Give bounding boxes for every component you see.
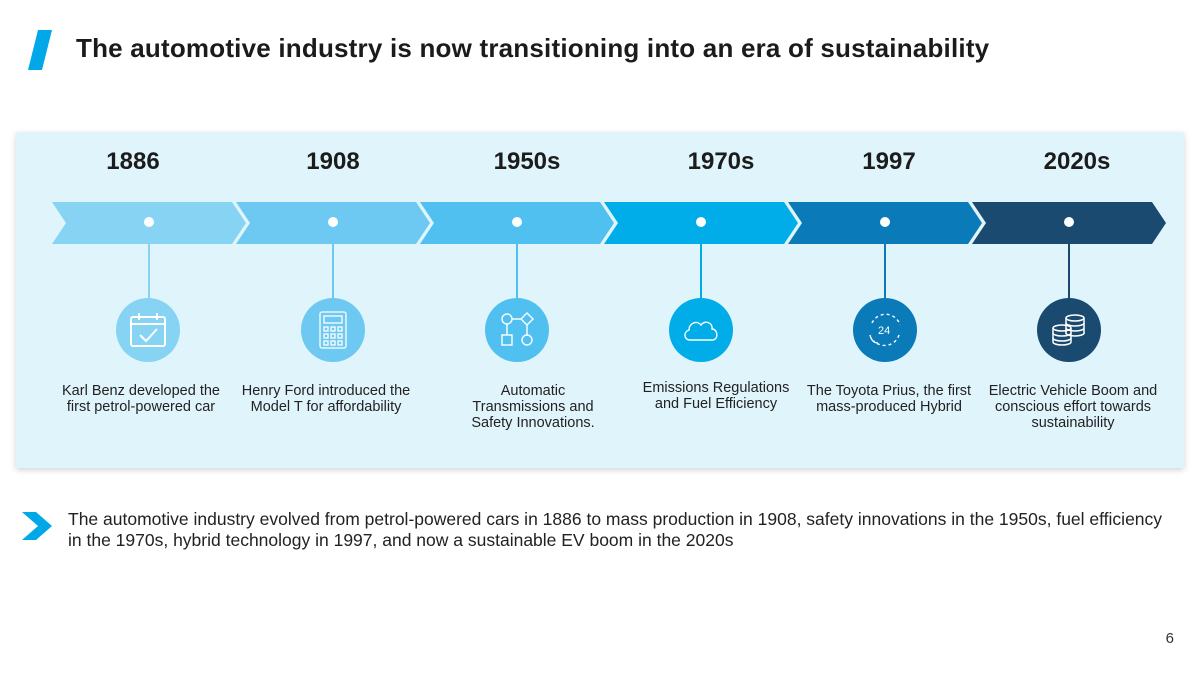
connector-line [700, 242, 702, 302]
year-label: 1950s [493, 148, 561, 175]
connector-line [1068, 242, 1070, 302]
timeline-dot [144, 217, 154, 227]
milestone-description: Electric Vehicle Boom and conscious effo… [988, 383, 1158, 431]
milestone-description: Henry Ford introduced the Model T for af… [241, 383, 411, 415]
coin-stack-icon [1037, 298, 1101, 362]
year-label: 1997 [862, 148, 916, 175]
timeline-dot [512, 217, 522, 227]
connector-line [884, 242, 886, 302]
milestone-description: The Toyota Prius, the first mass-produce… [806, 383, 972, 415]
title-accent-slash [28, 30, 52, 70]
svg-text:24: 24 [878, 325, 890, 337]
calculator-icon [301, 298, 365, 362]
year-label: 1908 [306, 148, 360, 175]
24-hour-support-icon: 24 [853, 298, 917, 362]
page-number: 6 [1165, 630, 1174, 647]
cloud-icon [669, 298, 733, 362]
page-title: The automotive industry is now transitio… [76, 33, 990, 63]
year-label: 1970s [687, 148, 755, 175]
connector-line [332, 242, 334, 302]
timeline-dot [1064, 217, 1074, 227]
milestone-description: Karl Benz developed the first petrol-pow… [62, 383, 220, 415]
flowchart-icon [485, 298, 549, 362]
connector-line [148, 242, 150, 302]
chevron-right-icon [22, 512, 52, 540]
summary-text: The automotive industry evolved from pet… [68, 509, 1163, 550]
timeline-panel [16, 132, 1184, 468]
timeline-dot [328, 217, 338, 227]
timeline-dot [696, 217, 706, 227]
year-label: 2020s [1043, 148, 1111, 175]
year-label: 1886 [106, 148, 160, 175]
connector-line [516, 242, 518, 302]
milestone-description: Emissions Regulations and Fuel Efficienc… [642, 380, 790, 412]
milestone-description: Automatic Transmissions and Safety Innov… [471, 383, 595, 431]
timeline-dot [880, 217, 890, 227]
calendar-check-icon [116, 298, 180, 362]
